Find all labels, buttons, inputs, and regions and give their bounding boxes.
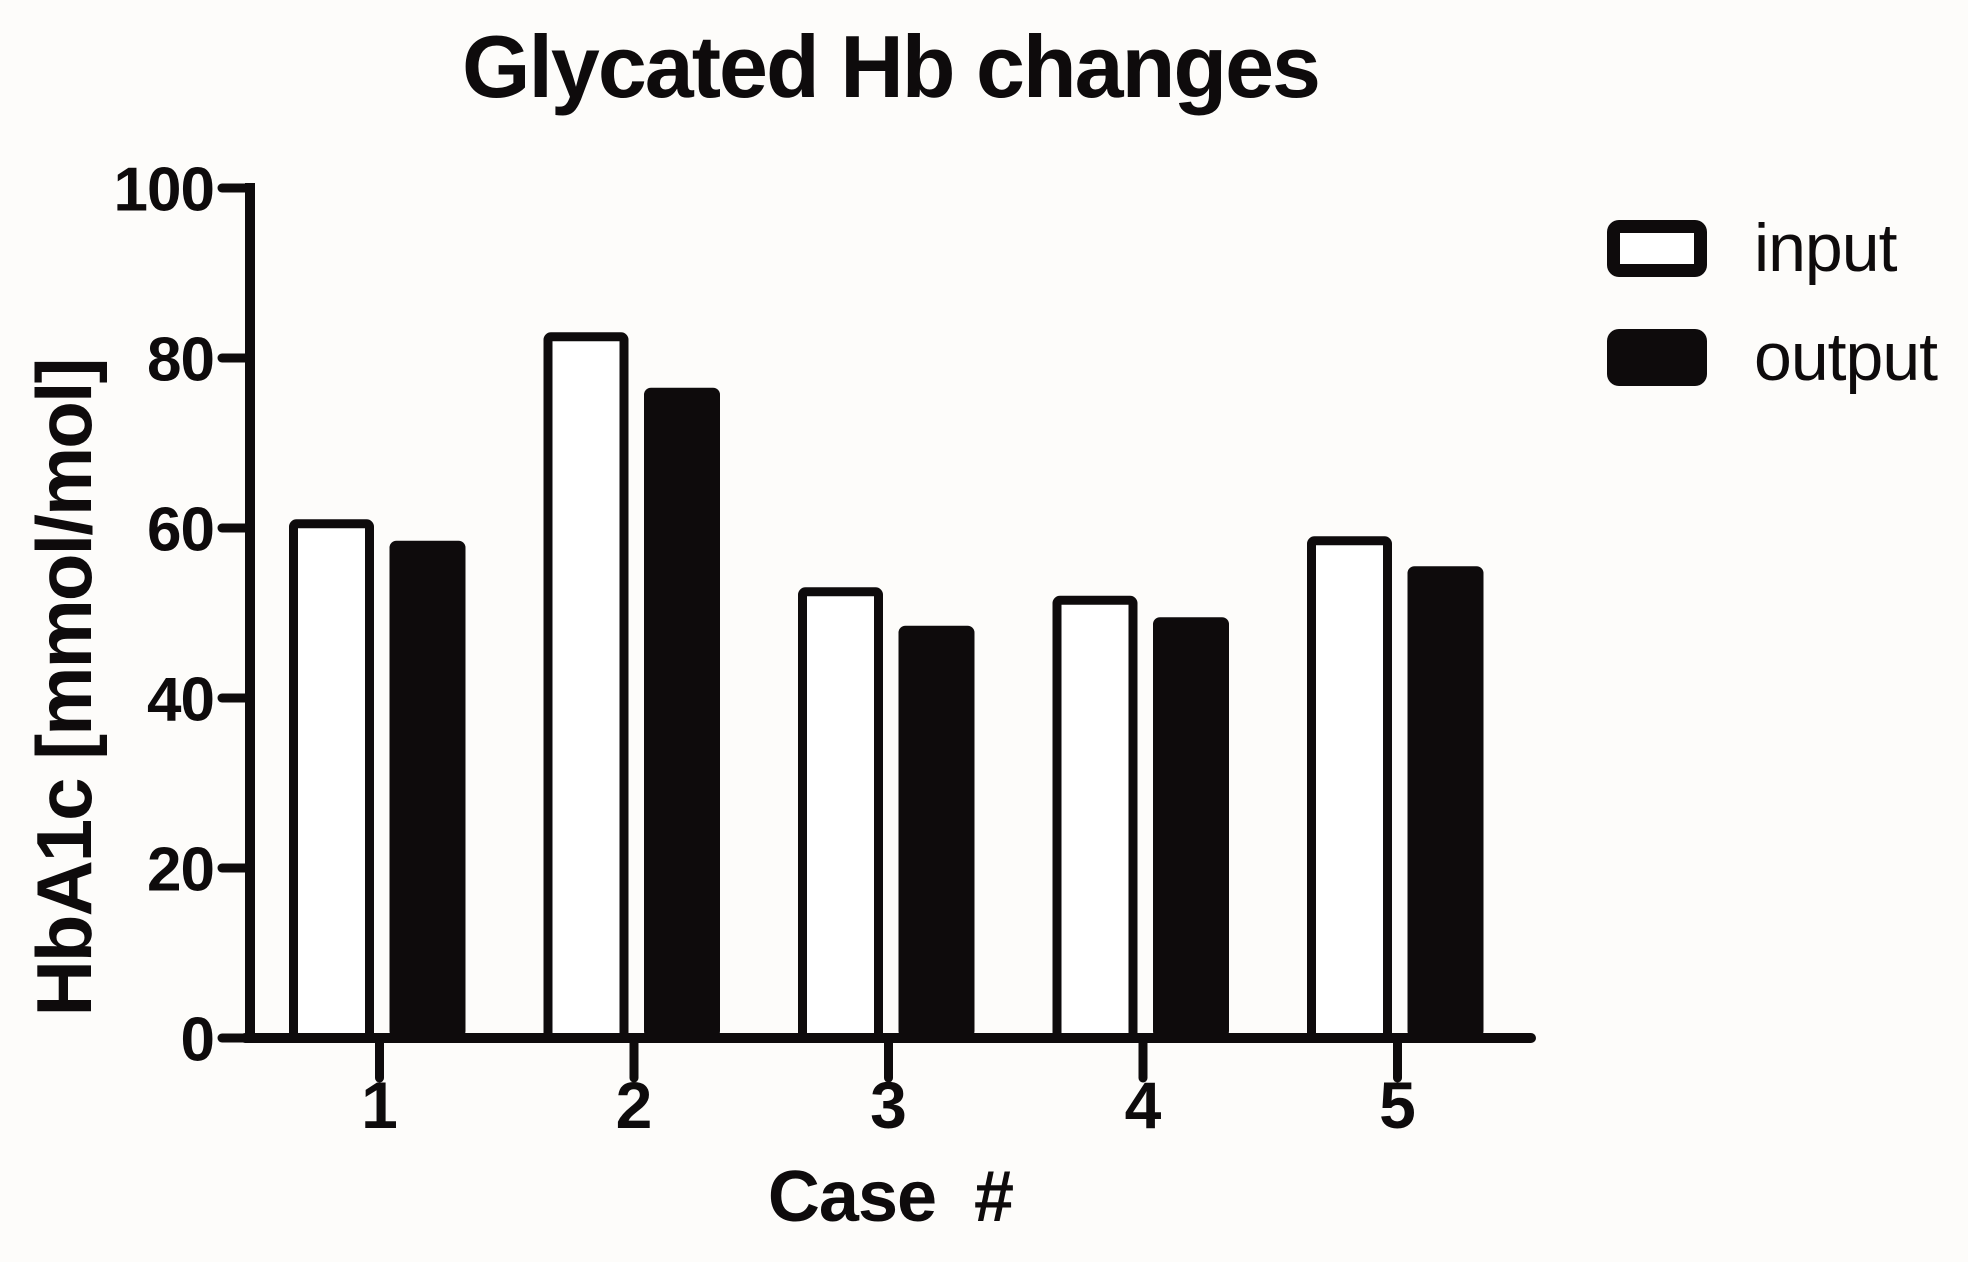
y-tick-label-0: 0 — [181, 1005, 214, 1074]
legend-item-output: output — [1607, 319, 1938, 395]
bar-input-case-5 — [1307, 536, 1392, 1043]
x-axis-label: Case # — [767, 1157, 1014, 1237]
x-tick-label-5: 5 — [1379, 1068, 1416, 1142]
bar-output-case-4 — [1153, 617, 1229, 1038]
x-tick-label-1: 1 — [361, 1068, 398, 1142]
x-tick-label-2: 2 — [616, 1068, 653, 1142]
y-tick-label-20: 20 — [147, 835, 214, 904]
bar-output-case-3 — [898, 625, 975, 1038]
legend: input output — [1607, 214, 1938, 432]
bar-input-case-3 — [798, 587, 883, 1043]
legend-label-input: input — [1754, 210, 1897, 286]
bar-output-case-1 — [389, 540, 466, 1038]
y-tick-label-60: 60 — [147, 495, 214, 564]
y-tick-label-40: 40 — [147, 665, 214, 734]
chart-title: Glycated Hb changes — [462, 17, 1321, 116]
bar-input-case-4 — [1052, 595, 1138, 1043]
x-tick-label-4: 4 — [1125, 1068, 1162, 1142]
bar-output-case-2 — [644, 387, 720, 1038]
bar-input-case-2 — [543, 332, 629, 1043]
y-tick-label-80: 80 — [147, 325, 214, 394]
legend-label-output: output — [1754, 319, 1938, 395]
output-swatch-icon — [1607, 328, 1707, 386]
x-tick-label-3: 3 — [870, 1068, 907, 1142]
bar-output-case-5 — [1407, 566, 1484, 1038]
input-swatch-icon — [1607, 219, 1707, 277]
bar-input-case-1 — [289, 519, 374, 1043]
y-tick-label-100: 100 — [114, 155, 214, 224]
legend-item-input: input — [1607, 214, 1937, 282]
